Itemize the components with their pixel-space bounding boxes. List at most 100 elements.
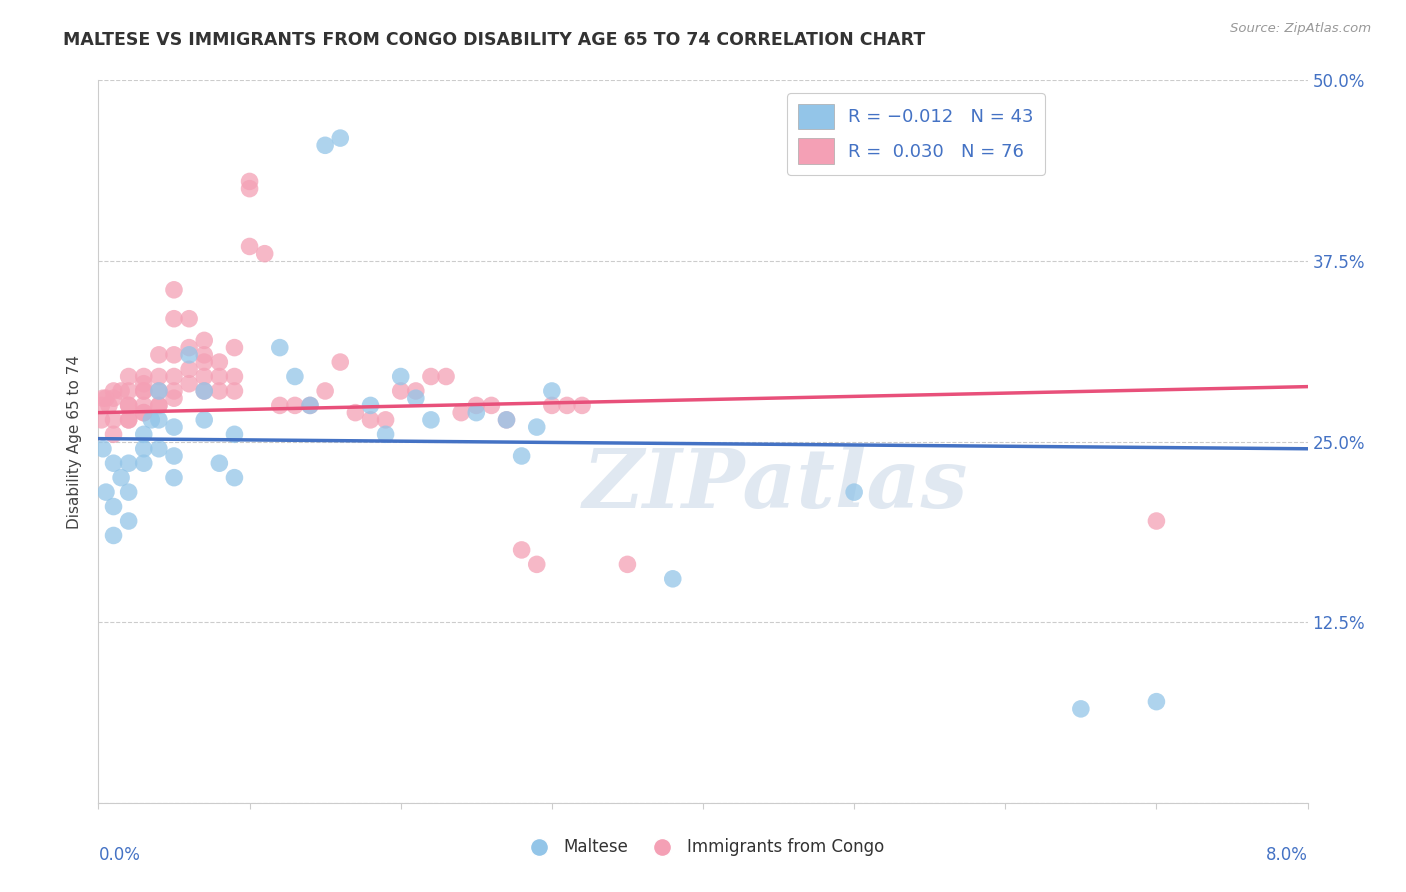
- Point: [179, 362, 201, 376]
- Point: [208, 355, 231, 369]
- Point: [269, 398, 291, 412]
- Text: Source: ZipAtlas.com: Source: ZipAtlas.com: [1230, 22, 1371, 36]
- Point: [132, 406, 155, 420]
- Point: [103, 500, 125, 514]
- Point: [405, 384, 427, 398]
- Point: [118, 485, 141, 500]
- Point: [193, 348, 215, 362]
- Point: [148, 384, 170, 398]
- Point: [465, 398, 488, 412]
- Point: [103, 528, 125, 542]
- Point: [420, 413, 443, 427]
- Point: [103, 456, 125, 470]
- Point: [118, 413, 141, 427]
- Point: [661, 572, 683, 586]
- Point: [239, 182, 262, 196]
- Text: 8.0%: 8.0%: [1265, 847, 1308, 864]
- Point: [163, 391, 186, 405]
- Point: [420, 369, 443, 384]
- Point: [510, 449, 533, 463]
- Point: [224, 470, 246, 484]
- Point: [253, 246, 276, 260]
- Point: [374, 427, 396, 442]
- Point: [510, 542, 533, 557]
- Point: [118, 398, 141, 412]
- Point: [405, 391, 427, 405]
- Point: [94, 391, 117, 405]
- Point: [103, 427, 125, 442]
- Point: [110, 470, 132, 484]
- Point: [526, 420, 548, 434]
- Point: [299, 398, 322, 412]
- Point: [132, 369, 155, 384]
- Point: [91, 442, 114, 456]
- Point: [163, 420, 186, 434]
- Point: [132, 384, 155, 398]
- Point: [90, 413, 112, 427]
- Point: [148, 398, 170, 412]
- Point: [193, 334, 215, 348]
- Point: [555, 398, 578, 412]
- Point: [495, 413, 517, 427]
- Point: [193, 355, 215, 369]
- Point: [148, 442, 170, 456]
- Point: [118, 413, 141, 427]
- Point: [314, 384, 336, 398]
- Point: [132, 427, 155, 442]
- Point: [163, 348, 186, 362]
- Point: [118, 369, 141, 384]
- Point: [1146, 514, 1168, 528]
- Point: [1070, 702, 1092, 716]
- Point: [344, 406, 367, 420]
- Point: [163, 384, 186, 398]
- Point: [163, 369, 186, 384]
- Point: [224, 384, 246, 398]
- Point: [118, 398, 141, 412]
- Point: [148, 413, 170, 427]
- Point: [844, 485, 866, 500]
- Point: [269, 341, 291, 355]
- Point: [179, 376, 201, 391]
- Point: [132, 398, 155, 412]
- Point: [132, 442, 155, 456]
- Point: [94, 485, 117, 500]
- Y-axis label: Disability Age 65 to 74: Disability Age 65 to 74: [67, 354, 83, 529]
- Point: [163, 311, 186, 326]
- Point: [208, 456, 231, 470]
- Point: [450, 406, 472, 420]
- Point: [103, 413, 125, 427]
- Point: [284, 369, 307, 384]
- Point: [374, 413, 396, 427]
- Point: [314, 138, 336, 153]
- Point: [118, 514, 141, 528]
- Point: [193, 384, 215, 398]
- Point: [90, 398, 112, 412]
- Text: ZIPatlas: ZIPatlas: [583, 445, 969, 524]
- Point: [526, 558, 548, 572]
- Point: [389, 384, 412, 398]
- Point: [179, 341, 201, 355]
- Point: [299, 398, 322, 412]
- Point: [163, 470, 186, 484]
- Point: [495, 413, 517, 427]
- Legend: Maltese, Immigrants from Congo: Maltese, Immigrants from Congo: [515, 831, 891, 863]
- Point: [224, 369, 246, 384]
- Point: [540, 398, 562, 412]
- Point: [224, 427, 246, 442]
- Point: [329, 131, 352, 145]
- Point: [571, 398, 593, 412]
- Point: [118, 384, 141, 398]
- Point: [148, 369, 170, 384]
- Point: [163, 449, 186, 463]
- Point: [148, 348, 170, 362]
- Point: [110, 384, 132, 398]
- Point: [193, 369, 215, 384]
- Point: [434, 369, 457, 384]
- Point: [179, 311, 201, 326]
- Point: [389, 369, 412, 384]
- Point: [118, 456, 141, 470]
- Point: [98, 398, 121, 412]
- Point: [208, 384, 231, 398]
- Point: [360, 413, 382, 427]
- Point: [179, 348, 201, 362]
